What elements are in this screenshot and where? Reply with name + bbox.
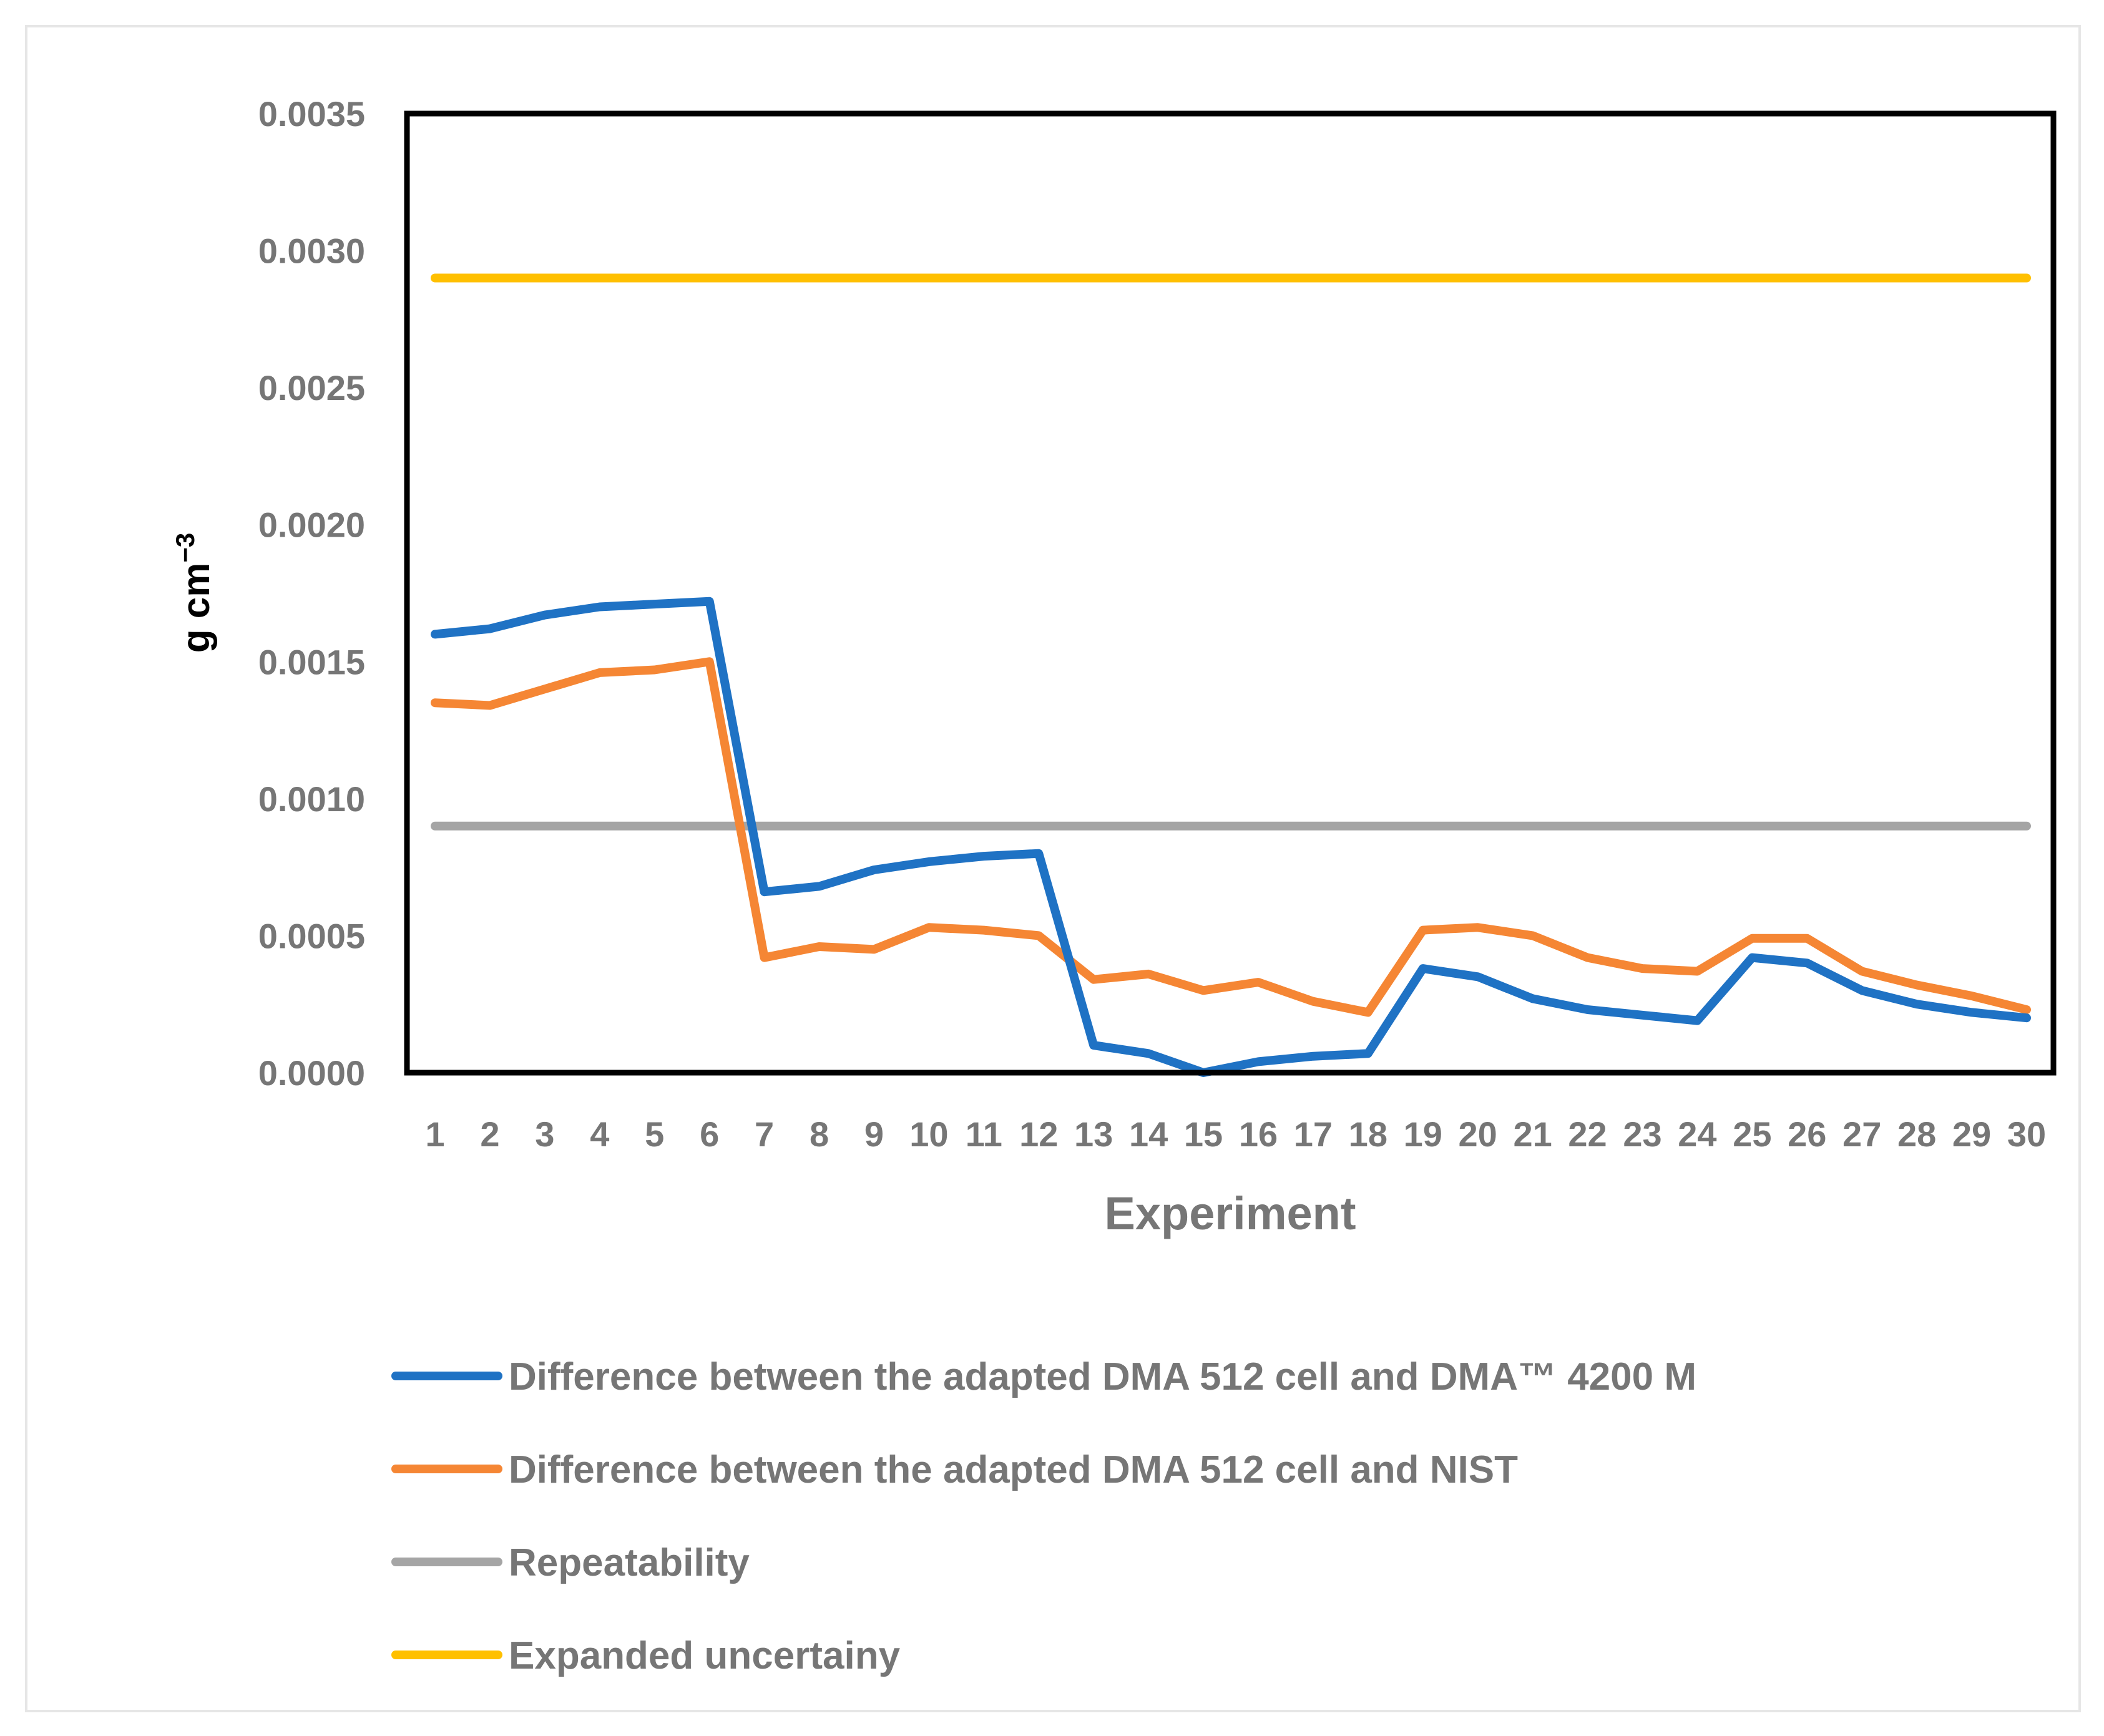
x-tick-label: 10	[909, 1114, 948, 1154]
x-tick-label: 17	[1294, 1114, 1333, 1154]
x-tick-label: 25	[1733, 1114, 1771, 1154]
x-tick-label: 19	[1404, 1114, 1442, 1154]
series-line-difference-between-the-adapted-dma-512-cell-and-dma-4200-m	[431, 597, 2031, 1077]
x-tick-label: 4	[590, 1114, 609, 1154]
x-tick-label: 8	[810, 1114, 829, 1154]
legend-label-difference-between-the-adapted-dma-512-cell-and-dma-4200-m: Difference between the adapted DMA 512 c…	[509, 1355, 1696, 1398]
y-tick-label: 0.0035	[258, 94, 365, 134]
x-tick-label: 11	[966, 1114, 1002, 1154]
x-tick-label: 3	[535, 1114, 554, 1154]
series-line-difference-between-the-adapted-dma-512-cell-and-nist	[431, 657, 2031, 1017]
y-axis-title: g cm−3	[170, 533, 218, 653]
x-tick-label: 30	[2007, 1114, 2046, 1154]
x-tick-label: 5	[645, 1114, 664, 1154]
x-tick-label: 12	[1019, 1114, 1058, 1154]
x-tick-label: 16	[1239, 1114, 1278, 1154]
figure-frame	[25, 25, 2081, 1712]
x-tick-label: 29	[1952, 1114, 1991, 1154]
y-axis-title-exponent: −3	[170, 533, 200, 563]
y-tick-label: 0.0020	[258, 505, 365, 545]
x-tick-label: 2	[480, 1114, 499, 1154]
x-tick-label: 7	[755, 1114, 774, 1154]
legend-label-repeatability: Repeatability	[509, 1541, 750, 1584]
y-tick-label: 0.0010	[258, 779, 365, 819]
x-tick-label: 28	[1897, 1114, 1936, 1154]
x-tick-label: 15	[1184, 1114, 1223, 1154]
x-axis-title: Experiment	[1104, 1187, 1356, 1239]
y-tick-labels: 0.0000 0.0005 0.0010 0.0015 0.0020 0.0025 0.00…	[258, 94, 365, 1093]
x-tick-label: 27	[1842, 1114, 1881, 1154]
legend-label-difference-between-the-adapted-dma-512-cell-and-nist: Difference between the adapted DMA 512 c…	[509, 1448, 1518, 1491]
x-tick-label: 24	[1678, 1114, 1716, 1154]
series-layer	[431, 273, 2031, 1077]
x-tick-label: 1	[425, 1114, 444, 1154]
legend-label-expanded-uncertainy: Expanded uncertainy	[509, 1634, 901, 1677]
x-tick-label: 6	[700, 1114, 719, 1154]
y-axis-title-unit: g cm	[175, 563, 218, 653]
x-tick-label: 21	[1513, 1114, 1552, 1154]
x-tick-label: 14	[1129, 1114, 1168, 1154]
x-tick-label: 18	[1349, 1114, 1387, 1154]
x-tick-label: 26	[1788, 1114, 1826, 1154]
y-tick-label: 0.0000	[258, 1053, 365, 1093]
legend: Difference between the adapted DMA 512 c…	[391, 1355, 1696, 1677]
y-tick-label: 0.0025	[258, 368, 365, 407]
y-tick-label: 0.0005	[258, 916, 365, 955]
y-tick-label: 0.0015	[258, 642, 365, 681]
x-tick-labels: 1 2 3 4 5 6 7 8 9 10 11 12 13 14 15 16 17 18 19 20 21 22 23 24 2…	[425, 1114, 2046, 1154]
x-tick-label: 22	[1568, 1114, 1607, 1154]
x-tick-label: 23	[1623, 1114, 1661, 1154]
x-tick-label: 20	[1459, 1114, 1497, 1154]
x-tick-label: 13	[1074, 1114, 1113, 1154]
plot-area-border	[404, 110, 2057, 1076]
y-tick-label: 0.0030	[258, 232, 365, 271]
x-tick-label: 9	[864, 1114, 884, 1154]
